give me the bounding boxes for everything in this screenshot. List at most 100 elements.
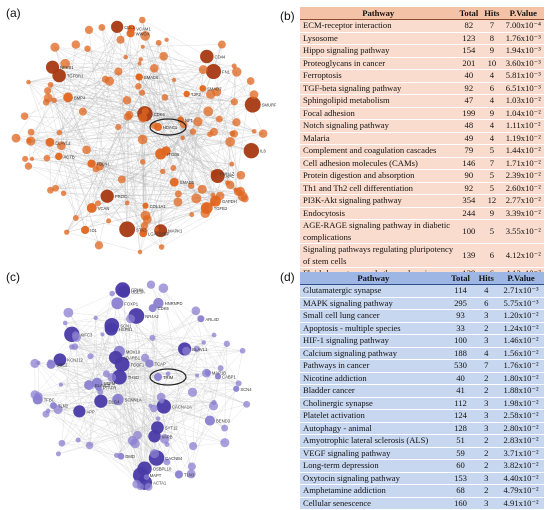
hits-cell: 3: [474, 422, 498, 435]
hits-cell: 5: [481, 145, 502, 158]
node-label: ELAVL1: [55, 140, 71, 145]
node-label: BMP4: [74, 95, 86, 100]
network-edge: [65, 318, 95, 323]
network-node: [231, 98, 238, 105]
node-label: BEND3: [216, 419, 231, 424]
pvalue-cell: 1.03x10⁻²: [503, 95, 544, 108]
network-node: [159, 52, 168, 61]
pvalue-cell: 2.58x10⁻²: [498, 410, 544, 423]
network-node-smad5: [170, 178, 179, 187]
network-node: [135, 83, 141, 89]
network-node-bmp4: [63, 93, 73, 103]
node-label: CACNA1A: [172, 404, 192, 409]
node-label: COL1A1: [150, 204, 167, 209]
total-cell: 82: [456, 20, 481, 33]
network-edge: [32, 98, 48, 159]
pvalue-cell: 7.00x10⁻⁴: [503, 20, 544, 33]
pvalue-cell: 1.98x10⁻²: [498, 397, 544, 410]
network-node: [150, 64, 159, 73]
node-label: FN1: [222, 69, 231, 74]
total-cell: 114: [447, 285, 475, 298]
network-node: [59, 440, 66, 447]
network-node: [210, 128, 218, 136]
network-node: [150, 449, 159, 458]
pathway-cell: Nicotine addiction: [300, 372, 447, 385]
node-label: DMD: [125, 454, 135, 459]
total-cell: 92: [456, 82, 481, 95]
pathway-cell: Endocytosis: [300, 207, 456, 220]
total-cell: 188: [447, 347, 475, 360]
pathway-cell: Malaria: [300, 132, 456, 145]
network-node: [30, 157, 34, 161]
network-node: [156, 40, 162, 46]
network-node: [247, 77, 255, 85]
network-node-il6: [244, 143, 259, 158]
node-label: SMAD7: [207, 86, 222, 91]
total-cell: 60: [447, 460, 475, 473]
network-node: [48, 359, 53, 364]
node-label: ITGB5: [167, 152, 180, 157]
total-cell: 160: [447, 497, 475, 510]
total-cell: 59: [447, 447, 475, 460]
pvalue-cell: 1.76x10⁻³: [503, 32, 544, 45]
network-node: [139, 90, 145, 96]
network-node: [195, 373, 199, 377]
network-node: [72, 40, 81, 49]
node-label: TGFB2: [214, 206, 228, 211]
network-node: [225, 137, 235, 147]
pvalue-cell: 2.71x10⁻³: [498, 285, 544, 298]
network-node: [26, 80, 31, 85]
node-label: TGFBR1: [67, 74, 84, 79]
node-label: VCAN: [98, 206, 110, 211]
node-label: MAP1B: [212, 371, 226, 376]
pathway-cell: Cellular senescence: [300, 497, 447, 510]
network-node: [84, 45, 90, 51]
hits-cell: 12: [481, 195, 502, 208]
total-cell: 146: [456, 157, 481, 170]
network-node: [69, 344, 75, 350]
total-cell: 530: [447, 360, 475, 373]
pvalue-cell: 5.75x10⁻³: [498, 297, 544, 310]
network-node: [203, 203, 209, 209]
node-label: HSPB1: [119, 327, 133, 332]
network-node: [212, 333, 217, 338]
pathway-cell: VEGF signaling pathway: [300, 447, 447, 460]
pvalue-cell: 1.24x10⁻²: [498, 322, 544, 335]
pvalue-cell: 1.76x10⁻²: [498, 360, 544, 373]
network-node: [159, 283, 169, 293]
table-header-row: Pathway Total Hits P.Value: [300, 272, 544, 285]
network-node: [59, 382, 63, 386]
hits-cell: 10: [481, 57, 502, 70]
pathway-cell: Bladder cancer: [300, 385, 447, 398]
network-node: [149, 335, 155, 341]
network-node: [139, 57, 143, 61]
total-cell: 124: [447, 410, 475, 423]
pvalue-cell: 2.39x10⁻²: [503, 170, 544, 183]
network-node: [76, 438, 81, 443]
node-label: VAPB: [162, 434, 173, 439]
node-label: DLG4: [108, 399, 120, 404]
network-node-col1a1: [142, 203, 148, 209]
network-node-trim: [154, 373, 162, 381]
network-node-smad7: [199, 85, 206, 92]
node-label: TJP2: [191, 92, 201, 97]
network-node-gphn: [115, 282, 130, 297]
pathway-cell: Protein digestion and absorption: [300, 170, 456, 183]
network-node: [220, 438, 229, 447]
total-cell: 244: [456, 207, 481, 220]
hits-cell: 4: [474, 347, 498, 360]
network-node: [172, 78, 176, 82]
hits-cell: 7: [481, 20, 502, 33]
total-cell: 93: [447, 310, 475, 323]
total-cell: 47: [456, 95, 481, 108]
network-node: [147, 280, 155, 288]
hits-cell: 9: [481, 207, 502, 220]
network-node: [124, 113, 132, 121]
